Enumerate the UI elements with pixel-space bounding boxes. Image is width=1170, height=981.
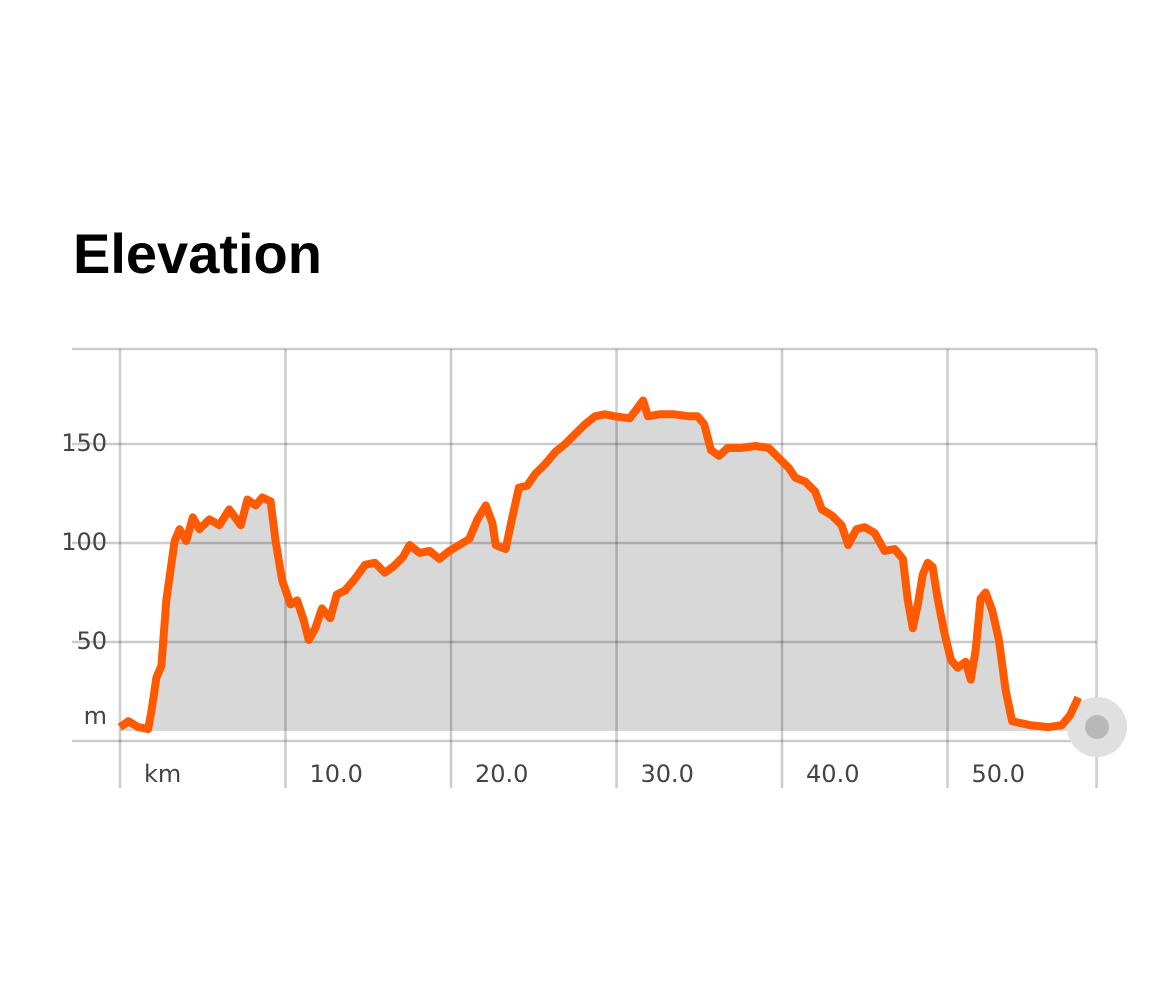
labels: m 50 100 150 km 10.0 20.0 30.0 40.0 50.0: [61, 429, 1025, 788]
elevation-line: [117, 396, 1082, 734]
y-tick-label: 100: [61, 528, 107, 556]
y-tick-label: 150: [61, 429, 107, 457]
elevation-area: [120, 400, 1079, 731]
x-tick-label: 20.0: [475, 760, 528, 788]
grid: [72, 347, 1098, 788]
scrub-handle-dot: [1085, 715, 1109, 739]
x-tick-label: 40.0: [806, 760, 859, 788]
chart-title: Elevation: [73, 222, 322, 285]
y-tick-label: 50: [76, 627, 107, 655]
plot: [120, 400, 1079, 731]
x-tick-label: 10.0: [310, 760, 363, 788]
y-tick-label: m: [84, 702, 107, 730]
x-tick-label: km: [144, 760, 181, 788]
x-tick-label: 50.0: [972, 760, 1025, 788]
x-tick-label: 30.0: [641, 760, 694, 788]
